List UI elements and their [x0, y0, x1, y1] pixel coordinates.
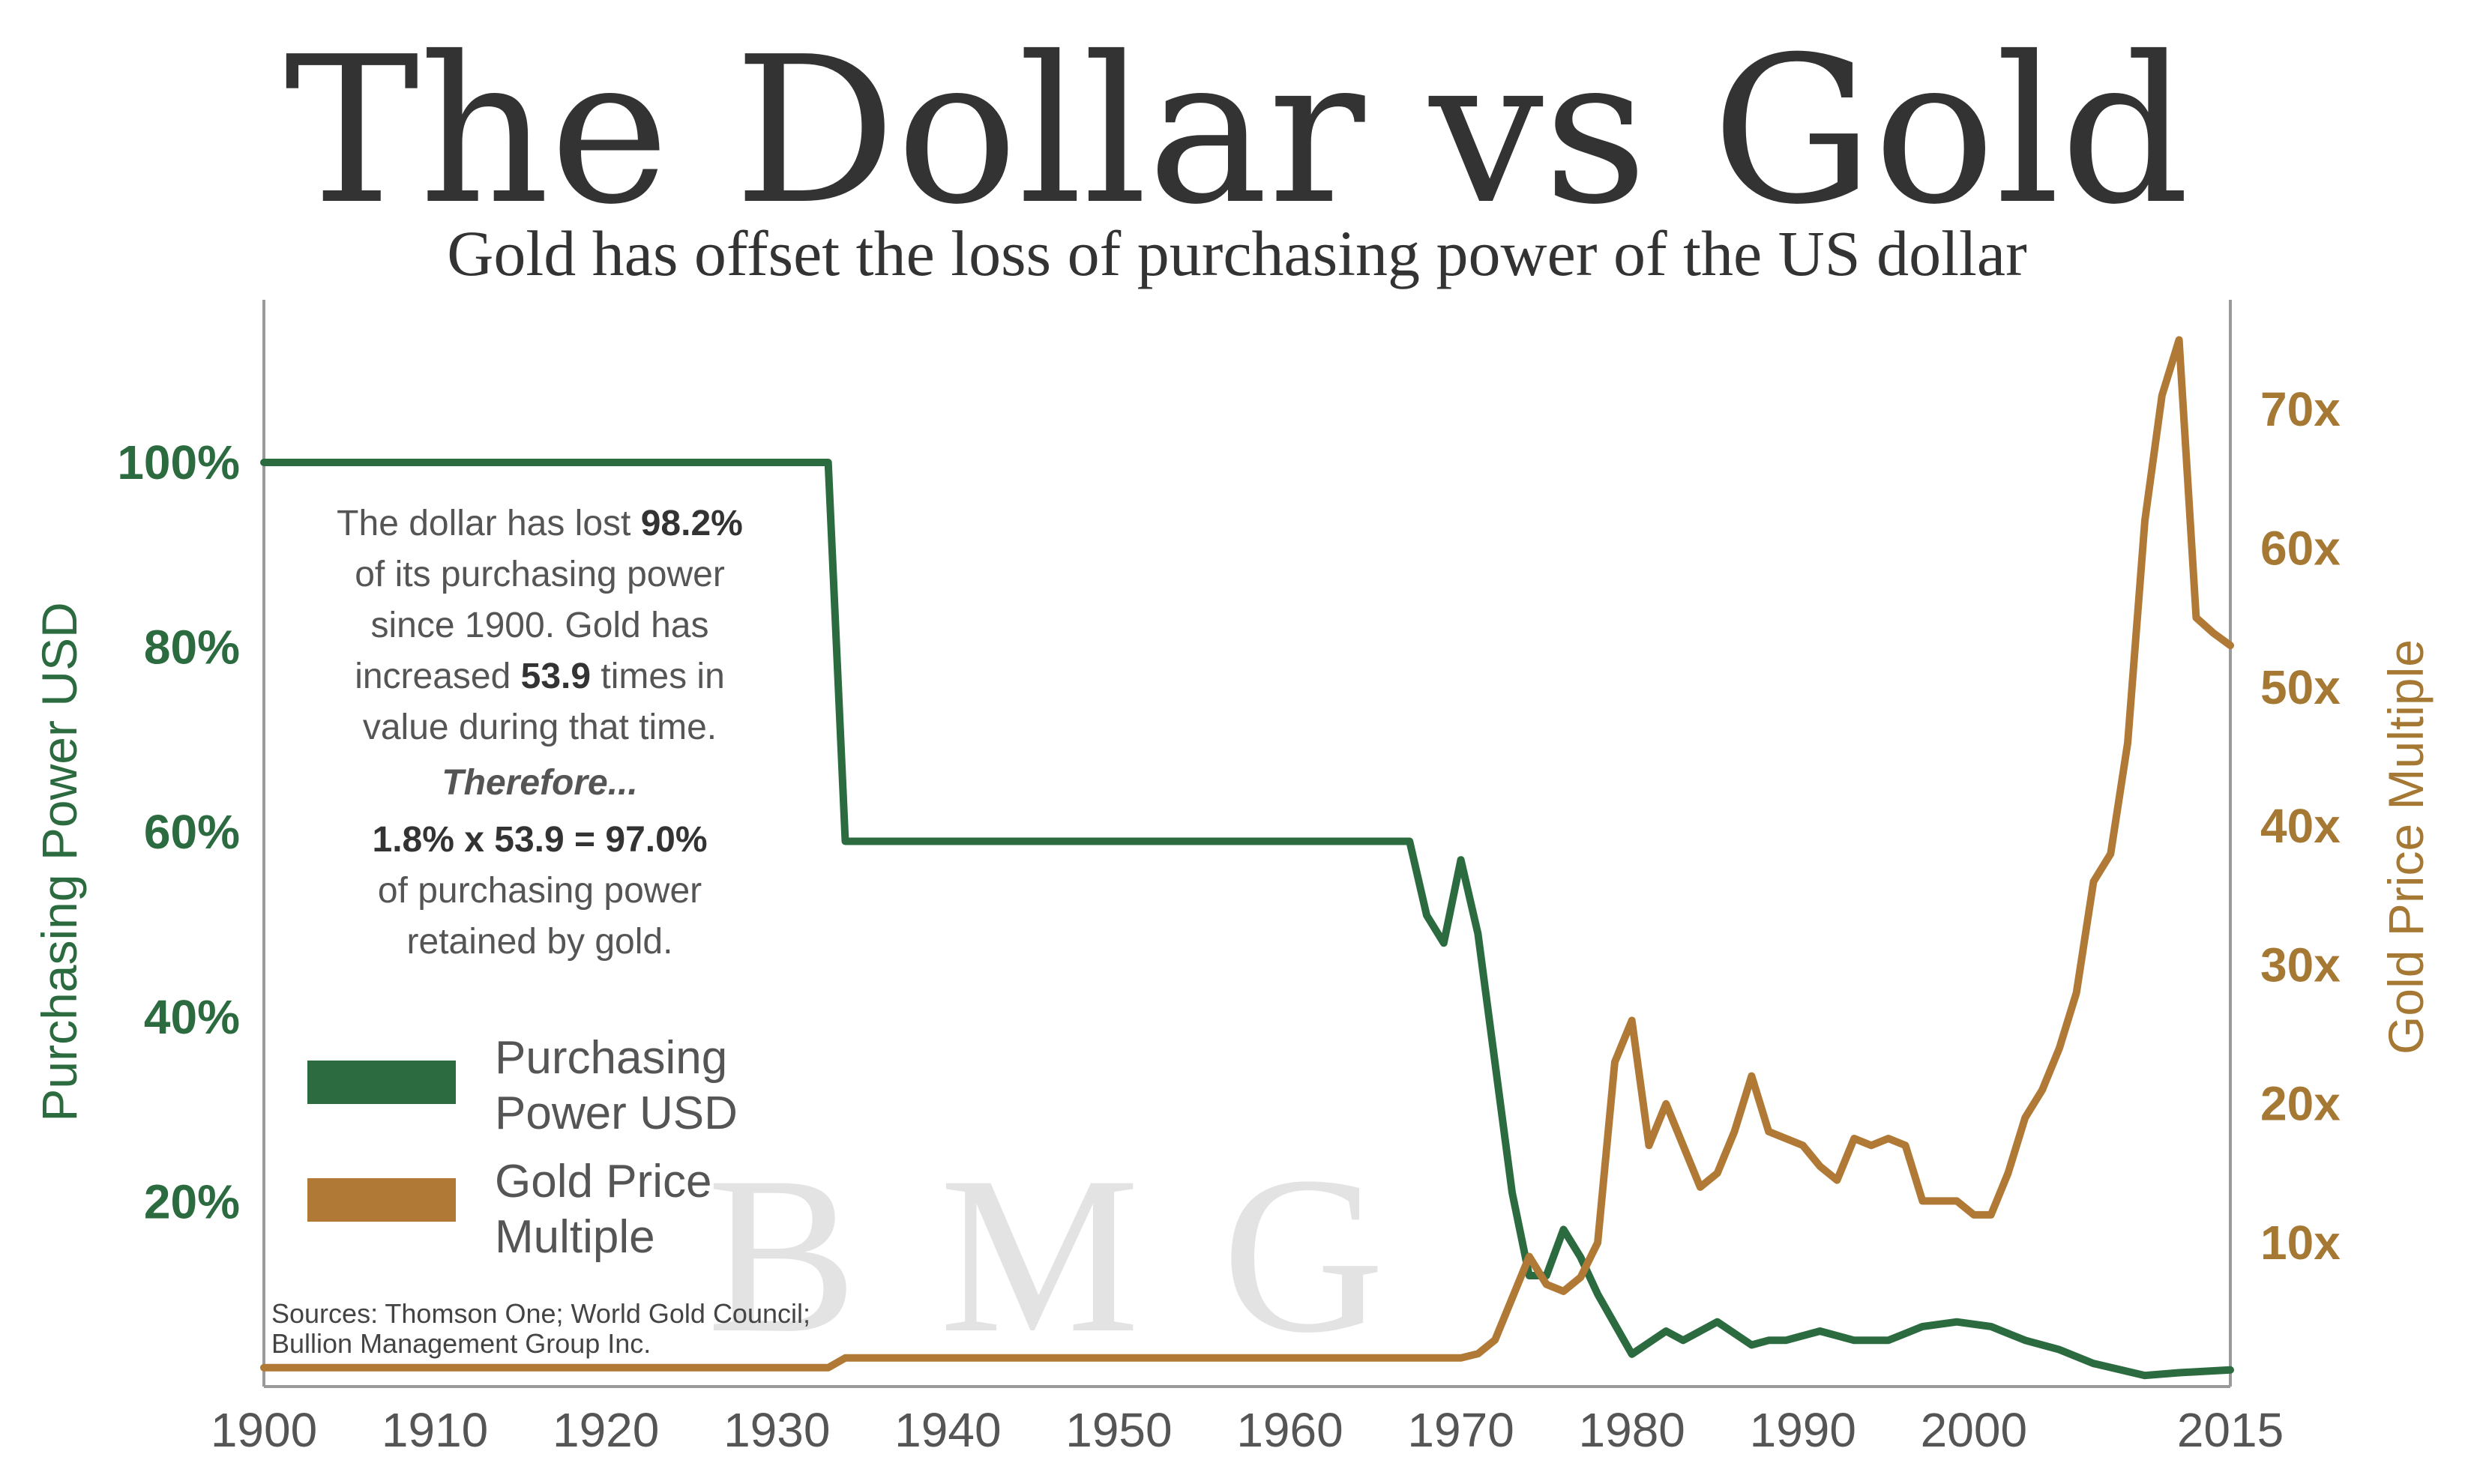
legend-label: Gold Price Multiple — [495, 1156, 712, 1263]
annotation-therefore: Therefore... — [442, 763, 638, 803]
right-tick-label: 50x — [2260, 660, 2341, 714]
right-tick-label: 30x — [2260, 938, 2341, 992]
y-axis-left-label: Purchasing Power USD — [31, 602, 87, 1121]
annotation-text: increased — [355, 657, 521, 696]
x-tick-label: 1930 — [723, 1403, 830, 1457]
annotation-line: The dollar has lost 98.2% — [281, 498, 798, 549]
legend-label: Purchasing Power USD — [495, 1032, 738, 1139]
annotation-box: The dollar has lost 98.2% of its purchas… — [281, 498, 798, 968]
annotation-line: value during that time. — [362, 708, 717, 747]
x-tick-label: 1990 — [1750, 1403, 1856, 1457]
x-tick-label: 1980 — [1579, 1403, 1685, 1457]
x-axis-ticks: 1900 1910 1920 1930 1940 1950 1960 1970 1980 1990… — [211, 1403, 2284, 1457]
annotation-line: of its purchasing power — [355, 555, 725, 594]
annotation-equation: 1.8% x 53.9 = 97.0% — [372, 820, 708, 860]
x-tick-label: 2015 — [2177, 1403, 2284, 1457]
axes — [262, 300, 2232, 1388]
x-tick-label: 1920 — [553, 1403, 659, 1457]
page-subtitle: Gold has offset the loss of purchasing p… — [447, 217, 2027, 289]
x-tick-label: 1950 — [1065, 1403, 1172, 1457]
x-tick-label: 2000 — [1921, 1403, 2027, 1457]
left-tick-label: 100% — [117, 435, 240, 489]
right-tick-label: 20x — [2260, 1077, 2341, 1131]
annotation-line: retained by gold. — [406, 922, 673, 962]
annotation-text: times in — [591, 657, 725, 696]
legend-swatch-gold-multiple — [307, 1178, 456, 1222]
left-y-axis-ticks: 20% 40% 60% 80% 100% — [117, 435, 240, 1228]
annotation-line: of purchasing power — [377, 871, 702, 911]
right-tick-label: 40x — [2260, 799, 2341, 853]
y-axis-right-label: Gold Price Multiple — [2378, 639, 2434, 1055]
x-tick-label: 1970 — [1407, 1403, 1514, 1457]
series-layer — [260, 336, 2234, 1380]
right-tick-label: 70x — [2260, 382, 2341, 436]
annotation-line: increased 53.9 times in — [281, 651, 798, 702]
x-tick-label: 1910 — [382, 1403, 488, 1457]
annotation-text: The dollar has lost — [337, 504, 641, 543]
purchasing-power-line — [260, 459, 2234, 1380]
annotation-line: since 1900. Gold has — [370, 606, 709, 645]
x-tick-label: 1960 — [1236, 1403, 1343, 1457]
page-title: The Dollar vs Gold — [284, 13, 2190, 249]
annotation-highlight: 98.2% — [640, 504, 743, 543]
left-tick-label: 80% — [144, 621, 240, 675]
x-tick-label: 1940 — [894, 1403, 1001, 1457]
gold-multiple-line — [260, 336, 2234, 1372]
right-tick-label: 60x — [2260, 522, 2341, 576]
annotation-highlight: 53.9 — [520, 657, 592, 696]
right-y-axis-ticks: 10x 20x 30x 40x 50x 60x 70x — [2260, 382, 2341, 1270]
right-tick-label: 10x — [2260, 1216, 2341, 1270]
sources-note: Sources: Thomson One; World Gold Council… — [271, 1298, 810, 1359]
left-tick-label: 40% — [144, 990, 240, 1044]
watermark: BMG — [707, 1130, 1467, 1379]
left-tick-label: 20% — [144, 1174, 240, 1228]
x-tick-label: 1900 — [211, 1403, 317, 1457]
legend-swatch-purchasing-power — [307, 1061, 456, 1104]
left-tick-label: 60% — [144, 805, 240, 859]
